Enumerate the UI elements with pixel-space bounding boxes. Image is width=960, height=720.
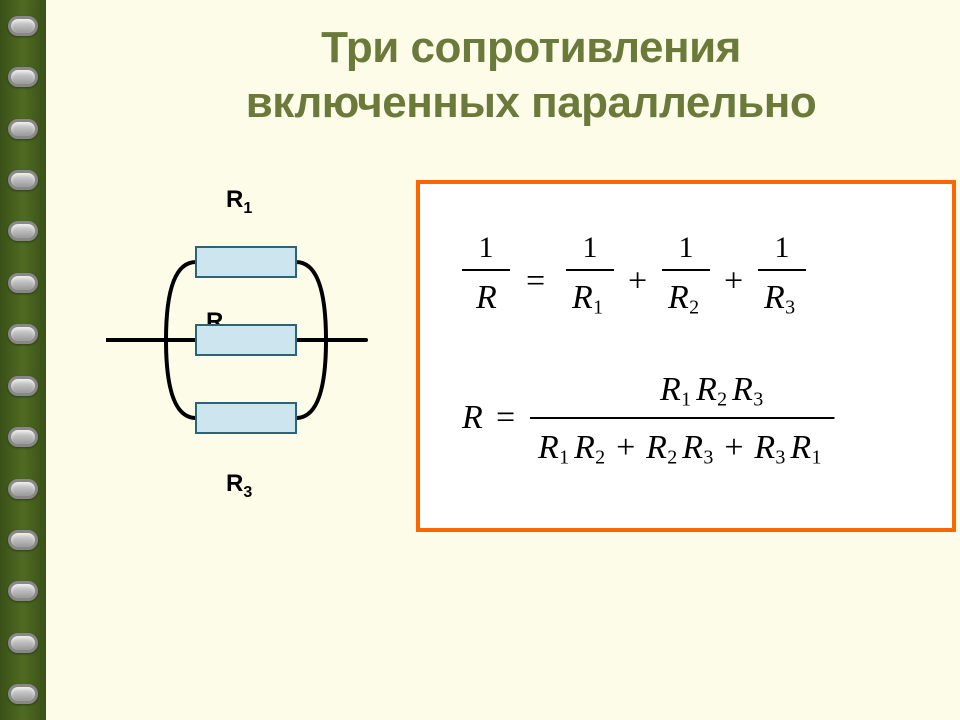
title-line-2: включенных параллельно [246,78,817,127]
slide-title: Три сопротивления включенных параллельно [106,20,956,130]
binding-ring [8,530,38,550]
binding-ring [8,427,38,447]
binding-ring [8,16,38,36]
svg-text:3: 3 [785,297,795,319]
svg-text:1: 1 [583,231,598,264]
svg-text:1: 1 [479,231,494,264]
binding-ring [8,221,38,241]
svg-text:1: 1 [775,231,790,264]
svg-text:1: 1 [559,447,569,469]
svg-text:=: = [496,399,515,436]
svg-text:+: + [628,263,647,300]
svg-text:R: R [659,371,681,408]
body-row: R1 R2 R3 1R=1R1+1R2+1R3R=R1R2R3R1R2+R2R3… [106,180,956,532]
svg-text:3: 3 [703,447,713,469]
svg-text:R: R [753,429,775,466]
circuit-diagram: R1 R2 R3 [106,180,386,510]
svg-text:1: 1 [679,231,694,264]
title-line-1: Три сопротивления [321,23,741,72]
svg-text:R: R [667,279,689,316]
svg-text:R: R [573,429,595,466]
svg-text:R: R [731,371,753,408]
svg-text:=: = [526,263,545,300]
binding-ring [8,376,38,396]
svg-text:+: + [724,263,743,300]
svg-text:R: R [571,279,593,316]
binding-ring [8,170,38,190]
svg-text:R: R [789,429,811,466]
svg-text:1: 1 [811,447,821,469]
svg-text:3: 3 [775,447,785,469]
svg-text:2: 2 [667,447,677,469]
spiral-binding [0,0,46,720]
svg-text:R: R [763,279,785,316]
formula-svg: 1R=1R1+1R2+1R3R=R1R2R3R1R2+R2R3+R3R1 [444,208,934,488]
svg-text:1: 1 [681,389,691,411]
circuit-svg [106,220,386,480]
binding-ring [8,684,38,704]
svg-text:2: 2 [689,297,699,319]
svg-text:R: R [681,429,703,466]
svg-text:R: R [645,429,667,466]
svg-text:2: 2 [717,389,727,411]
svg-text:1: 1 [593,297,603,319]
svg-text:2: 2 [595,447,605,469]
svg-text:3: 3 [753,389,763,411]
formula-box: 1R=1R1+1R2+1R3R=R1R2R3R1R2+R2R3+R3R1 [416,180,956,532]
svg-text:R: R [537,429,559,466]
binding-ring [8,324,38,344]
binding-ring [8,119,38,139]
label-r1: R1 [226,186,252,218]
slide-content: Три сопротивления включенных параллельно… [46,0,960,720]
svg-text:R: R [461,399,483,436]
binding-ring [8,581,38,601]
binding-ring [8,633,38,653]
svg-text:R: R [695,371,717,408]
binding-ring [8,479,38,499]
svg-text:R: R [475,279,497,316]
svg-text:+: + [616,429,635,466]
binding-ring [8,67,38,87]
svg-text:+: + [724,429,743,466]
binding-ring [8,273,38,293]
